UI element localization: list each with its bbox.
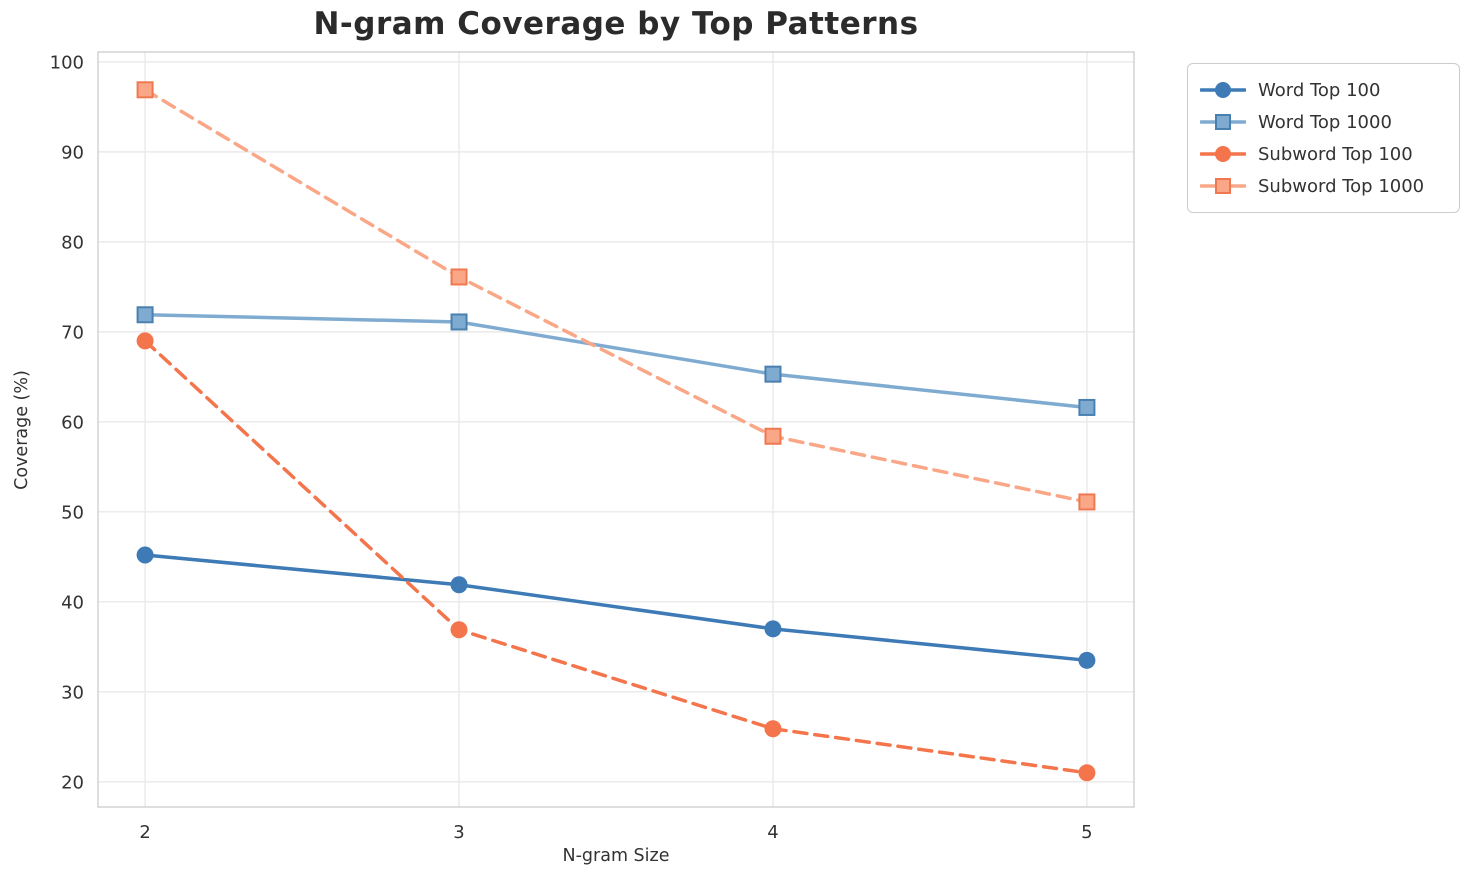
data-point-circle: [450, 576, 468, 594]
data-point-circle: [1078, 651, 1096, 669]
x-tick-label: 4: [767, 822, 778, 843]
legend-item: Word Top 100: [1200, 74, 1445, 106]
data-point-circle: [136, 546, 154, 564]
y-tick-label: 80: [61, 232, 84, 253]
data-point-square: [1078, 398, 1096, 416]
y-tick-label: 50: [61, 502, 84, 523]
legend-label: Subword Top 1000: [1258, 175, 1425, 197]
chart-title: N-gram Coverage by Top Patterns: [313, 6, 919, 42]
series-line-word-top-100: [143, 553, 1089, 663]
data-point-square: [450, 268, 468, 286]
data-point-circle: [764, 620, 782, 638]
y-tick-label: 40: [61, 592, 84, 613]
x-tick-label: 2: [139, 822, 150, 843]
y-tick-label: 60: [61, 412, 84, 433]
x-axis-label: N-gram Size: [562, 846, 670, 866]
series-line-word-top-1000: [143, 313, 1089, 410]
legend-line-circle-icon: [1200, 82, 1246, 98]
legend-line-circle-icon: [1200, 146, 1246, 162]
data-point-square: [450, 313, 468, 331]
x-tick-label: 3: [453, 822, 464, 843]
data-point-circle: [1078, 764, 1096, 782]
data-point-square: [136, 81, 154, 99]
legend-item: Subword Top 100: [1200, 138, 1445, 170]
legend-label: Word Top 100: [1258, 79, 1381, 101]
legend-line-square-icon: [1200, 114, 1246, 130]
plot-border: [97, 51, 1135, 808]
legend-line-square-icon: [1200, 178, 1246, 194]
data-point-circle: [450, 621, 468, 639]
y-tick-label: 100: [50, 52, 84, 73]
x-tick-label: 5: [1081, 822, 1092, 843]
data-point-square: [764, 365, 782, 383]
y-tick-label: 90: [61, 142, 84, 163]
data-point-circle: [764, 720, 782, 738]
legend-label: Word Top 1000: [1258, 111, 1392, 133]
y-tick-label: 70: [61, 322, 84, 343]
legend-label: Subword Top 100: [1258, 143, 1413, 165]
legend: Word Top 100 Word Top 1000 Subword Top 100…: [1187, 63, 1460, 213]
legend-item: Subword Top 1000: [1200, 170, 1445, 202]
data-point-square: [764, 427, 782, 445]
y-tick-label: 20: [61, 772, 84, 793]
data-point-circle: [136, 332, 154, 350]
data-point-square: [136, 306, 154, 324]
data-point-square: [1078, 493, 1096, 511]
series-line-subword-top-100: [143, 339, 1089, 775]
y-tick-label: 30: [61, 682, 84, 703]
legend-item: Word Top 1000: [1200, 106, 1445, 138]
